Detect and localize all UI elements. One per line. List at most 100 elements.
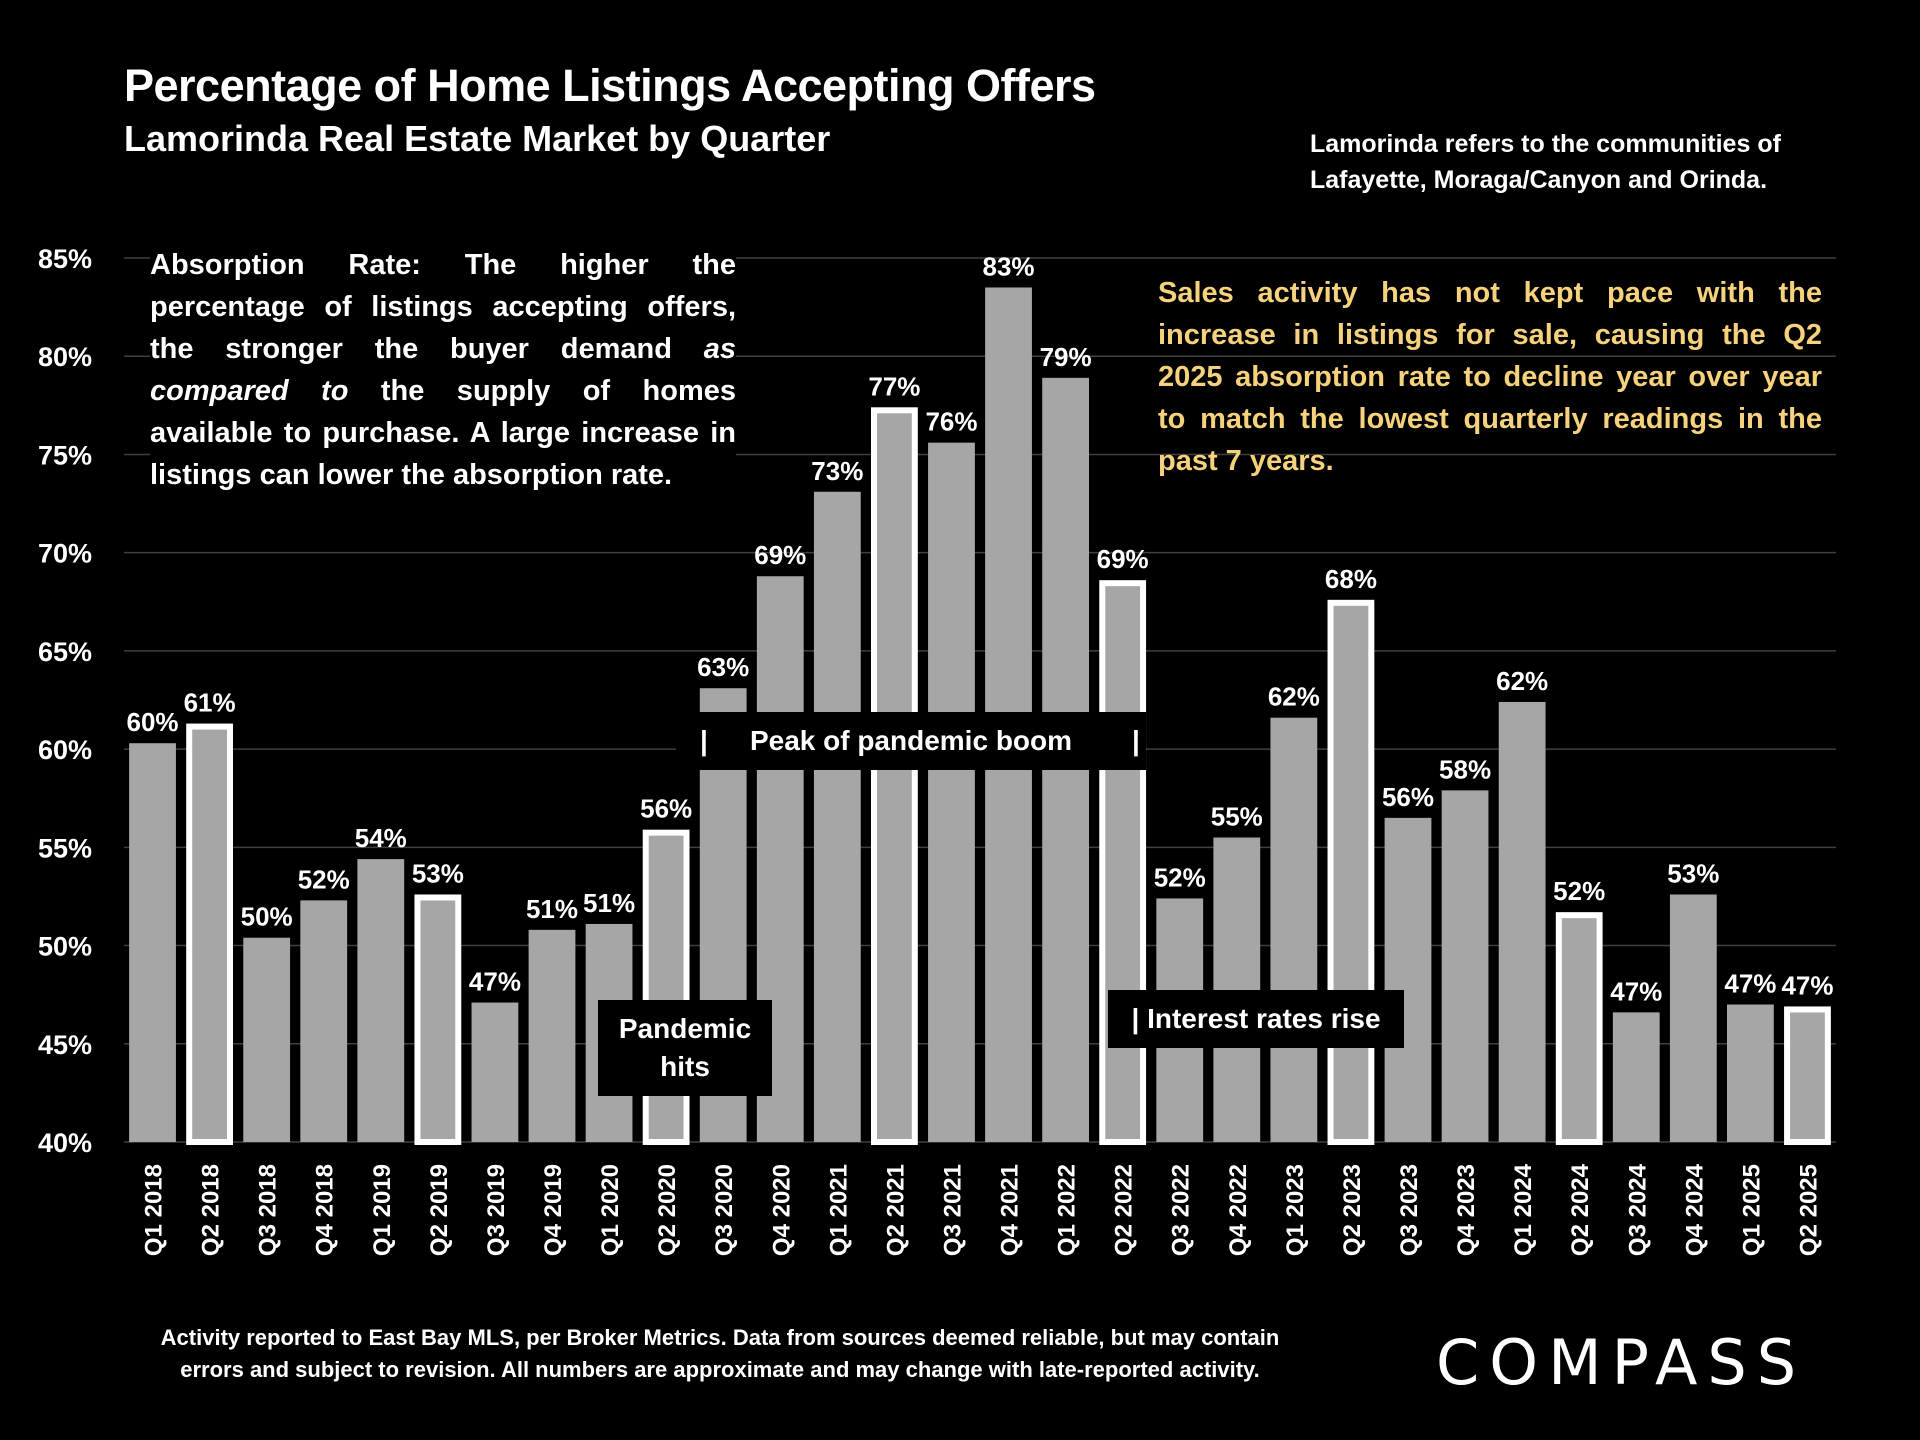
bar: [871, 407, 918, 1145]
data-label: 63%: [697, 652, 749, 682]
x-tick-label: Q3 2021: [939, 1164, 966, 1256]
bar: [129, 743, 176, 1142]
x-tick-label: Q3 2023: [1396, 1164, 1423, 1256]
bar: [1498, 701, 1546, 1142]
bar: [1270, 717, 1318, 1142]
x-tick-label: Q3 2018: [255, 1164, 282, 1256]
x-tick-label: Q2 2024: [1567, 1163, 1594, 1256]
data-label: 56%: [1382, 782, 1434, 812]
absorption-rate-explainer: Absorption Rate: The higher the percenta…: [150, 244, 736, 496]
data-label: 73%: [811, 456, 863, 486]
data-label: 55%: [1211, 802, 1263, 832]
peak-marker-right: |: [1132, 725, 1140, 756]
explainer-text-2: the supply of homes available to purchas…: [150, 375, 737, 491]
data-label: 76%: [925, 407, 977, 437]
data-label: 62%: [1496, 666, 1548, 696]
bar: [1327, 599, 1375, 1145]
data-label: 77%: [868, 371, 920, 401]
highlight-note: Sales activity has not kept pace with th…: [1158, 277, 1822, 477]
bar: [1441, 790, 1489, 1142]
x-tick-label: Q3 2020: [711, 1164, 738, 1256]
bar: [813, 491, 861, 1142]
x-tick-label: Q2 2021: [882, 1164, 909, 1256]
chart-subtitle: Lamorinda Real Estate Market by Quarter: [124, 118, 831, 159]
bar: [1669, 894, 1717, 1142]
x-tick-label: Q4 2024: [1681, 1163, 1708, 1256]
data-label: 51%: [583, 888, 635, 918]
x-tick-label: Q2 2019: [426, 1164, 453, 1256]
data-label: 47%: [1610, 976, 1662, 1006]
data-label: 52%: [1154, 862, 1206, 892]
data-label: 56%: [640, 794, 692, 824]
peak-annotation: Peak of pandemic boom: [676, 712, 1146, 770]
x-tick-label: Q1 2019: [369, 1164, 396, 1256]
x-tick-label: Q2 2020: [654, 1164, 681, 1256]
bar: [1727, 1004, 1774, 1142]
x-tick-label: Q3 2019: [483, 1164, 510, 1256]
x-tick-label: Q3 2022: [1168, 1164, 1195, 1256]
data-label: 52%: [298, 864, 350, 894]
compass-logo: COMPASS: [1436, 1326, 1807, 1399]
x-tick-label: Q4 2019: [540, 1164, 567, 1256]
x-tick-label: Q4 2018: [312, 1164, 339, 1256]
x-tick-label: Q1 2022: [1054, 1164, 1081, 1256]
y-tick-label: 65%: [38, 637, 92, 667]
peak-marker-left: |: [700, 725, 708, 756]
data-label: 53%: [412, 858, 464, 888]
x-tick-label: Q4 2022: [1225, 1164, 1252, 1256]
x-tick-label: Q2 2025: [1795, 1164, 1822, 1256]
bar: [1213, 837, 1261, 1142]
footnote-line-1: Activity reported to East Bay MLS, per B…: [160, 1325, 1280, 1350]
x-tick-label: Q1 2018: [141, 1164, 168, 1256]
data-label: 51%: [526, 894, 578, 924]
data-label: 60%: [127, 707, 179, 737]
data-label: 62%: [1268, 682, 1320, 712]
pandemic-annotation: Pandemic hits: [598, 1000, 772, 1096]
bar: [528, 929, 576, 1142]
region-note: Lamorinda refers to the communities of L…: [1310, 130, 1781, 194]
data-label: 47%: [1781, 970, 1833, 1000]
y-tick-label: 55%: [38, 833, 92, 863]
explainer-emphasis: as compared to: [150, 333, 736, 407]
x-tick-label: Q2 2022: [1111, 1164, 1138, 1256]
data-label: 83%: [983, 251, 1035, 281]
bar: [1612, 1012, 1660, 1142]
x-tick-label: Q1 2020: [597, 1164, 624, 1256]
data-label: 50%: [241, 902, 293, 932]
data-label: 68%: [1325, 564, 1377, 594]
bar: [300, 900, 348, 1142]
bar: [186, 723, 233, 1145]
bar: [414, 894, 462, 1145]
x-tick-label: Q1 2025: [1738, 1164, 1765, 1256]
x-tick-label: Q4 2023: [1453, 1164, 1480, 1256]
x-tick-label: Q1 2024: [1510, 1163, 1537, 1256]
data-label: 69%: [1097, 544, 1149, 574]
bar: [471, 1002, 519, 1142]
x-tick-label: Q4 2021: [997, 1164, 1024, 1256]
y-tick-label: 80%: [38, 342, 92, 372]
data-label: 47%: [469, 967, 521, 997]
y-tick-label: 75%: [38, 440, 92, 470]
bar: [357, 859, 405, 1142]
x-tick-label: Q2 2018: [198, 1164, 225, 1256]
y-tick-label: 40%: [38, 1128, 92, 1158]
bar: [1099, 580, 1147, 1145]
explainer-text-1: Absorption Rate: The higher the percenta…: [150, 249, 736, 365]
data-label: 69%: [754, 540, 806, 570]
x-tick-label: Q1 2021: [825, 1164, 852, 1256]
bar: [1555, 912, 1603, 1145]
x-tick-label: Q2 2023: [1339, 1164, 1366, 1256]
data-label: 54%: [355, 823, 407, 853]
data-label: 79%: [1040, 342, 1092, 372]
y-tick-label: 50%: [38, 932, 92, 962]
y-tick-label: 60%: [38, 735, 92, 765]
bar: [243, 937, 291, 1142]
data-label: 52%: [1553, 876, 1605, 906]
footnote-line-2: errors and subject to revision. All numb…: [180, 1357, 1260, 1382]
y-tick-label: 70%: [38, 539, 92, 569]
data-label: 53%: [1667, 858, 1719, 888]
bar: [928, 442, 975, 1142]
chart-title: Percentage of Home Listings Accepting Of…: [124, 60, 1096, 111]
x-tick-label: Q4 2020: [768, 1164, 795, 1256]
